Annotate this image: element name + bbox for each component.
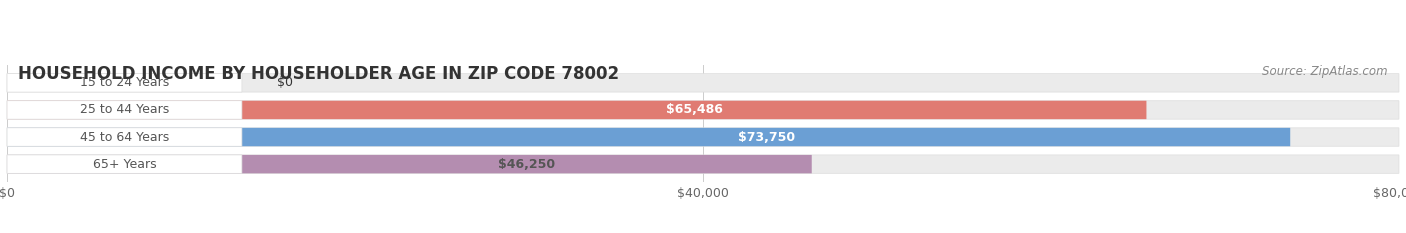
Text: 25 to 44 Years: 25 to 44 Years	[80, 103, 169, 116]
FancyBboxPatch shape	[7, 155, 242, 173]
Text: 65+ Years: 65+ Years	[93, 158, 156, 171]
FancyBboxPatch shape	[7, 101, 1399, 119]
Text: $46,250: $46,250	[498, 158, 555, 171]
Text: Source: ZipAtlas.com: Source: ZipAtlas.com	[1263, 65, 1388, 78]
FancyBboxPatch shape	[7, 155, 811, 173]
FancyBboxPatch shape	[7, 74, 242, 92]
FancyBboxPatch shape	[7, 74, 1399, 92]
FancyBboxPatch shape	[7, 101, 242, 119]
Text: HOUSEHOLD INCOME BY HOUSEHOLDER AGE IN ZIP CODE 78002: HOUSEHOLD INCOME BY HOUSEHOLDER AGE IN Z…	[18, 65, 619, 83]
FancyBboxPatch shape	[7, 128, 1291, 146]
FancyBboxPatch shape	[7, 155, 1399, 173]
Text: $73,750: $73,750	[738, 130, 794, 144]
Text: 15 to 24 Years: 15 to 24 Years	[80, 76, 169, 89]
Text: $65,486: $65,486	[666, 103, 723, 116]
Text: 45 to 64 Years: 45 to 64 Years	[80, 130, 169, 144]
FancyBboxPatch shape	[7, 101, 1146, 119]
Text: $0: $0	[277, 76, 292, 89]
FancyBboxPatch shape	[7, 128, 1399, 146]
FancyBboxPatch shape	[7, 128, 242, 146]
